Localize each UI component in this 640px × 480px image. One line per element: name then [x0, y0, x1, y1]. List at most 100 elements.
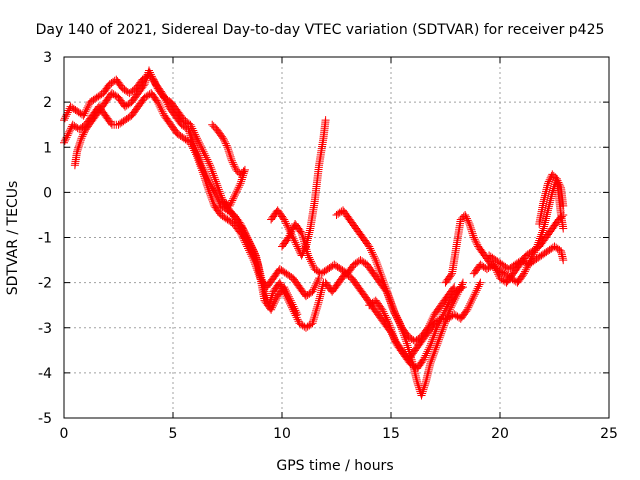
data-point	[426, 357, 435, 366]
data-point	[197, 143, 206, 152]
data-point	[195, 157, 204, 166]
x-tick-label: 15	[382, 426, 400, 442]
data-point	[308, 287, 317, 296]
data-point	[227, 156, 236, 165]
data-point	[190, 141, 199, 150]
data-point	[272, 294, 281, 303]
data-point	[366, 244, 375, 253]
data-point	[196, 141, 205, 150]
data-point	[202, 172, 211, 181]
data-point	[396, 319, 405, 328]
data-point	[211, 177, 220, 186]
data-point	[292, 308, 301, 317]
y-tick-label: 0	[43, 185, 52, 201]
data-point	[228, 158, 237, 167]
data-point	[235, 181, 244, 190]
data-point	[191, 145, 200, 154]
data-point	[214, 196, 223, 205]
data-point	[147, 72, 156, 81]
chart-title: Day 140 of 2021, Sidereal Day-to-day VTE…	[36, 22, 605, 38]
data-point	[387, 300, 396, 309]
data-point	[364, 241, 373, 250]
data-point	[392, 312, 401, 321]
data-point	[469, 231, 478, 240]
data-point	[431, 327, 440, 336]
data-point	[146, 70, 155, 79]
data-point	[81, 107, 90, 116]
data-point	[382, 313, 391, 322]
data-point	[239, 225, 248, 234]
data-point	[443, 302, 452, 311]
data-point	[152, 96, 161, 105]
data-point	[204, 176, 213, 185]
data-point	[312, 304, 321, 313]
data-point	[269, 299, 278, 308]
data-point	[282, 288, 291, 297]
data-point	[76, 136, 85, 145]
data-point	[74, 143, 83, 152]
data-point	[379, 276, 388, 285]
data-point	[474, 282, 483, 291]
data-point	[201, 169, 210, 178]
data-point	[199, 165, 208, 174]
data-point	[469, 233, 478, 242]
data-point	[420, 383, 429, 392]
data-point	[418, 356, 427, 365]
data-point	[378, 305, 387, 314]
data-point	[423, 347, 432, 356]
data-point	[428, 353, 437, 362]
data-point	[209, 186, 218, 195]
data-point	[493, 268, 502, 277]
data-point	[490, 262, 499, 271]
data-point	[280, 283, 289, 292]
data-point	[83, 103, 92, 112]
data-point	[221, 139, 230, 148]
data-point	[466, 299, 475, 308]
data-point	[404, 343, 413, 352]
data-point	[467, 297, 476, 306]
data-point	[368, 250, 377, 259]
data-point	[192, 134, 201, 143]
data-point	[74, 141, 83, 150]
data-point	[141, 76, 150, 85]
data-point	[240, 227, 249, 236]
data-point	[374, 264, 383, 273]
data-point	[321, 116, 330, 125]
data-point	[310, 313, 319, 322]
data-point	[200, 149, 209, 158]
data-point	[282, 221, 291, 230]
data-point	[207, 182, 216, 191]
data-point	[475, 280, 484, 289]
data-point	[389, 333, 398, 342]
data-point	[303, 249, 312, 258]
data-point	[230, 192, 239, 201]
data-point	[268, 303, 277, 312]
data-point	[393, 314, 402, 323]
data-point	[159, 109, 168, 118]
data-point	[457, 284, 466, 293]
data-point	[237, 221, 246, 230]
data-point	[239, 171, 248, 180]
data-point	[192, 147, 201, 156]
data-point	[290, 304, 299, 313]
data-point	[245, 239, 254, 248]
data-point	[196, 159, 205, 168]
data-point	[384, 290, 393, 299]
data-point	[243, 233, 252, 242]
data-point	[63, 131, 72, 140]
data-point	[235, 218, 244, 227]
data-point	[287, 298, 296, 307]
data-point	[380, 280, 389, 289]
data-point	[313, 302, 322, 311]
x-tick-label: 0	[60, 426, 69, 442]
data-point	[309, 285, 318, 294]
data-point	[382, 286, 391, 295]
data-point	[159, 91, 168, 100]
data-point	[205, 178, 214, 187]
data-point	[543, 179, 552, 188]
data-point	[388, 329, 397, 338]
data-point	[240, 167, 249, 176]
data-point	[489, 260, 498, 269]
data-point	[65, 127, 74, 136]
data-point	[383, 288, 392, 297]
